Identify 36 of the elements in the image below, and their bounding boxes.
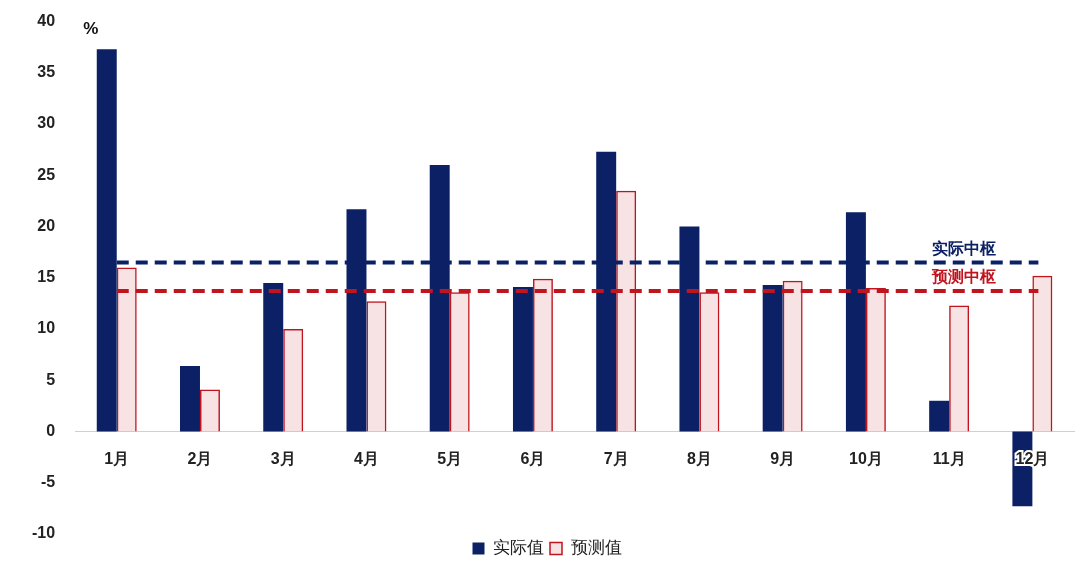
bar [949, 305, 970, 432]
x-tick-label: 9月 [770, 449, 796, 467]
x-tick-label: 3月 [270, 449, 296, 467]
x-tick-label: 11月 [932, 449, 966, 467]
legend-label: 实际值 [493, 536, 544, 557]
y-tick-label: -5 [40, 473, 56, 491]
bar [263, 282, 284, 432]
bar [283, 329, 304, 432]
y-tick-label: 40 [37, 12, 56, 30]
bar [929, 400, 950, 432]
y-tick-label: 20 [37, 216, 56, 234]
bar [762, 284, 783, 432]
bar [366, 301, 387, 432]
x-tick-label: 4月 [354, 449, 379, 467]
ref-line-label: 预测中枢 [931, 267, 997, 287]
y-tick-label: 0 [46, 421, 56, 439]
legend-label: 预测值 [570, 536, 622, 557]
bar [512, 287, 533, 432]
x-tick-label: 6月 [520, 449, 546, 467]
x-tick-label: 1月 [104, 449, 130, 467]
y-tick-label: 10 [37, 319, 56, 337]
x-tick-label: 10月 [849, 449, 883, 467]
bar [180, 365, 200, 432]
y-tick-label: -10 [32, 524, 56, 542]
bar [199, 389, 220, 432]
x-tick-label: 7月 [603, 449, 629, 467]
y-tick-label: 5 [46, 370, 56, 388]
x-tick-label: 5月 [437, 449, 463, 467]
y-tick-label: 35 [37, 63, 56, 81]
x-tick-label: 8月 [686, 449, 712, 467]
y-tick-label: 25 [37, 165, 56, 183]
x-tick-label: 2月 [187, 449, 213, 467]
y-axis-title: % [83, 19, 99, 39]
y-tick-label: 15 [37, 268, 56, 286]
y-tick-label: 30 [37, 114, 56, 132]
ref-line-label: 实际中枢 [932, 238, 997, 258]
